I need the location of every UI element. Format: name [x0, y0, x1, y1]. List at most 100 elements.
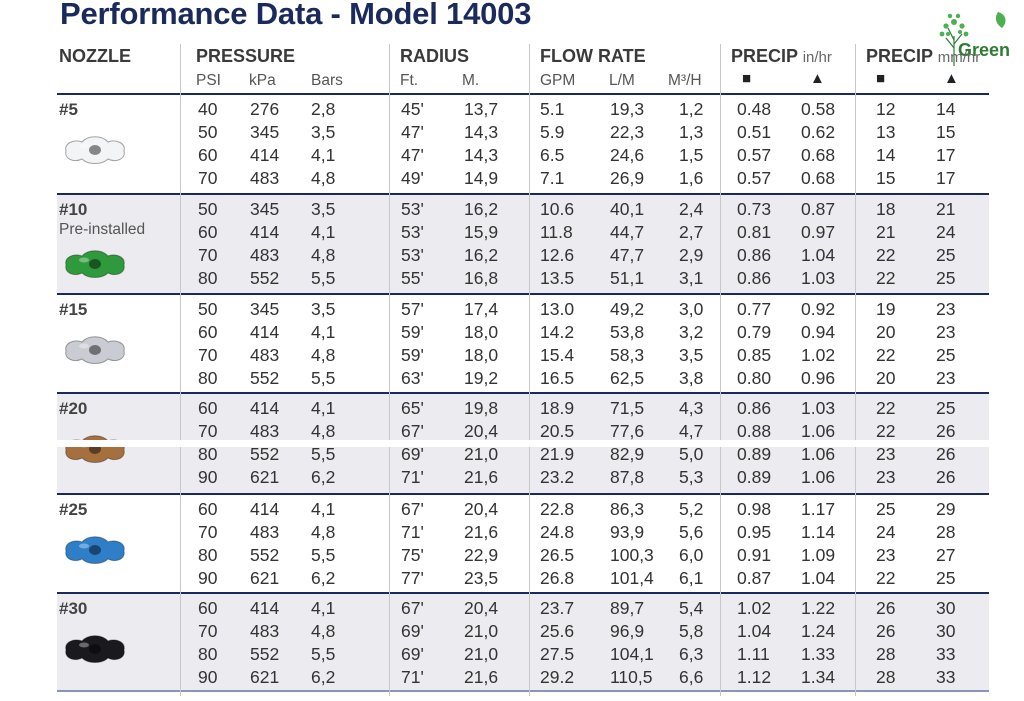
table-cell: 2,7 [679, 222, 704, 242]
table-cell: 0.51 [737, 122, 772, 142]
table-cell: 22 [876, 345, 896, 365]
table-cell: 0.94 [801, 322, 836, 342]
table-cell: 6,6 [679, 667, 704, 687]
table-cell: 414 [250, 499, 280, 519]
nozzle-label: #30 [59, 599, 88, 618]
square-icon: ■ [742, 70, 752, 87]
table-cell: 10.6 [540, 199, 575, 219]
table-cell: 14 [936, 99, 956, 119]
nozzle-group [57, 93, 989, 193]
table-cell: 3,8 [679, 368, 704, 388]
table-cell: 0.48 [737, 99, 772, 119]
table-cell: 23,5 [464, 568, 499, 588]
table-cell: 14,3 [464, 145, 499, 165]
table-cell: 23.7 [540, 598, 575, 618]
table-cell: 621 [250, 568, 280, 588]
table-cell: 1,3 [679, 122, 704, 142]
table-cell: 27 [936, 545, 956, 565]
table-cell: 28 [876, 667, 896, 687]
table-cell: 4,3 [679, 398, 704, 418]
table-cell: 13.5 [540, 268, 575, 288]
table-cell: 1.22 [801, 598, 836, 618]
table-cell: 5,5 [311, 368, 336, 388]
nozzle-label: #25 [59, 500, 88, 519]
table-cell: 50 [198, 299, 218, 319]
table-cell: 16.5 [540, 368, 575, 388]
table-cell: 87,8 [610, 467, 645, 487]
table-cell: 100,3 [610, 545, 654, 565]
table-cell: 22 [876, 421, 896, 441]
table-cell: 40 [198, 99, 218, 119]
table-cell: 59' [401, 345, 424, 365]
table-cell: 55' [401, 268, 424, 288]
table-cell: 1.04 [801, 245, 836, 265]
table-cell: 18,0 [464, 345, 499, 365]
table-cell: 26 [936, 421, 956, 441]
column-divider [389, 44, 390, 696]
table-cell: 80 [198, 644, 218, 664]
table-cell: 25 [936, 398, 956, 418]
table-cell: 24 [936, 222, 956, 242]
table-cell: 70 [198, 168, 218, 188]
table-cell: 62,5 [610, 368, 645, 388]
table-cell: 21,0 [464, 621, 499, 641]
table-cell: 19,8 [464, 398, 499, 418]
square-icon: ■ [876, 70, 886, 87]
table-cell: 22,9 [464, 545, 499, 565]
table-cell: 4,8 [311, 522, 336, 542]
table-cell: 24 [876, 522, 896, 542]
table-cell: 414 [250, 145, 280, 165]
table-cell: 50 [198, 199, 218, 219]
table-cell: 13 [876, 122, 896, 142]
table-cell: 65' [401, 398, 424, 418]
column-divider [855, 44, 856, 696]
table-cell: 11.8 [540, 222, 573, 242]
table-cell: 96,9 [610, 621, 645, 641]
header-flow-rate: FLOW RATE [540, 46, 646, 66]
table-cell: 20,4 [464, 421, 499, 441]
table-cell: 3,5 [311, 122, 336, 142]
header-precip-mm-unit: mm/hr [937, 49, 981, 66]
nozzle-icon [65, 336, 125, 364]
table-cell: 70 [198, 245, 218, 265]
nozzle-label: #15 [59, 300, 88, 319]
table-cell: 5.1 [540, 99, 565, 119]
header-nozzle: NOZZLE [59, 46, 131, 66]
table-cell: 6.5 [540, 145, 565, 165]
table-cell: 5,2 [679, 499, 704, 519]
table-cell: 3,5 [679, 345, 704, 365]
table-cell: 0.68 [801, 145, 836, 165]
table-cell: 13.0 [540, 299, 575, 319]
table-cell: 60 [198, 222, 218, 242]
table-cell: 414 [250, 398, 280, 418]
table-cell: 4,8 [311, 621, 336, 641]
nozzle-group [57, 293, 989, 392]
table-cell: 4,7 [679, 421, 704, 441]
table-cell: 29 [936, 499, 956, 519]
table-cell: 22,3 [610, 122, 645, 142]
tree-logo-icon [939, 12, 1006, 66]
nozzle-group [57, 193, 989, 293]
table-cell: 4,1 [311, 398, 336, 418]
header-precip-mm-label: PRECIP [866, 46, 933, 66]
header-precip-in-label: PRECIP [731, 46, 798, 66]
table-cell: 6,2 [311, 568, 336, 588]
table-cell: 1.06 [801, 444, 836, 464]
table-cell: 1.33 [801, 644, 836, 664]
table-cell: 77' [401, 568, 424, 588]
table-cell: 49' [401, 168, 424, 188]
table-cell: 483 [250, 421, 280, 441]
table-cell: 26 [936, 467, 956, 487]
table-cell: 69' [401, 621, 424, 641]
table-cell: 33 [936, 667, 956, 687]
table-cell: 40,1 [610, 199, 645, 219]
table-cell: 25 [936, 345, 956, 365]
table-cell: 1.34 [801, 667, 836, 687]
table-cell: 22.8 [540, 499, 575, 519]
table-cell: 14 [876, 145, 896, 165]
nozzle-icon [65, 250, 125, 278]
table-cell: 2,8 [311, 99, 336, 119]
table-cell: 17 [936, 168, 956, 188]
table-cell: 1.06 [801, 467, 836, 487]
table-cell: 69' [401, 644, 424, 664]
